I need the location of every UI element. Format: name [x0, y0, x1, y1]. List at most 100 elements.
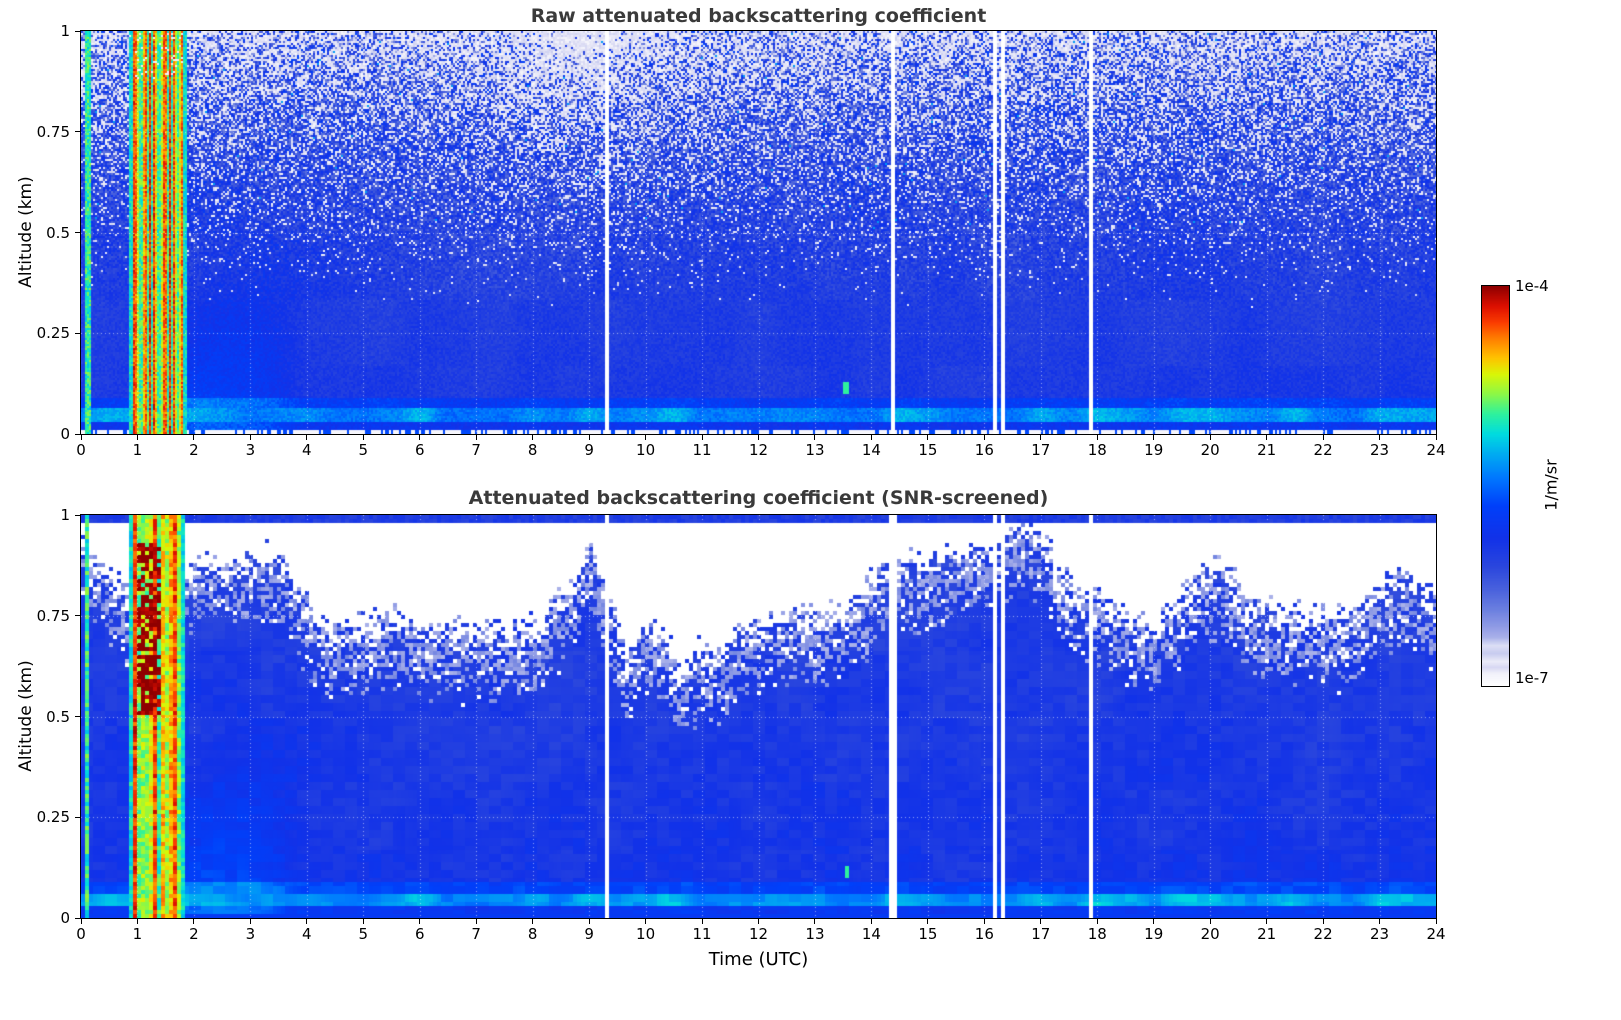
- x-tick-label: 21: [1257, 925, 1277, 943]
- x-tick-label: 13: [805, 441, 825, 459]
- x-tick-label: 10: [636, 925, 656, 943]
- x-tick-mark: [870, 435, 872, 440]
- colorbar-min-label: 1e-7: [1515, 669, 1549, 687]
- x-tick-mark: [758, 435, 759, 440]
- x-tick-mark: [136, 919, 138, 924]
- x-tick-label: 3: [245, 925, 256, 943]
- x-tick-mark: [1435, 435, 1437, 440]
- x-tick-mark: [1322, 919, 1324, 924]
- y-tick-label: 0.5: [46, 223, 70, 242]
- x-tick-mark: [532, 435, 534, 440]
- x-tick-label: 16: [974, 925, 994, 943]
- panel-1-y-tick-labels: 0 0.25 0.5 0.75 1: [28, 506, 70, 927]
- x-tick-mark: [701, 919, 703, 924]
- x-tick-mark: [588, 919, 590, 924]
- panel-0-heatmap-canvas: [81, 31, 1436, 434]
- y-tick-mark: [75, 816, 80, 818]
- x-tick-label: 22: [1313, 441, 1333, 459]
- x-tick-label: 23: [1369, 441, 1390, 459]
- x-tick-mark: [927, 435, 929, 440]
- colorbar-unit-label: 1/m/sr: [1541, 459, 1561, 511]
- x-tick-mark: [419, 435, 421, 440]
- x-tick-mark: [249, 435, 251, 440]
- colorbar-gradient: [1482, 286, 1509, 686]
- y-tick-label: 0.75: [36, 122, 70, 141]
- x-tick-label: 4: [302, 925, 312, 943]
- x-tick-label: 18: [1087, 925, 1107, 943]
- x-tick-label: 15: [918, 925, 938, 943]
- x-tick-label: 20: [1200, 925, 1220, 943]
- x-tick-mark: [645, 919, 647, 924]
- panel-0-x-tick-labels: 0 1 2 3 4 5 6 7 8 9 10 11 12 13 14 15 16 17 18 19 20 21 22 23 24: [76, 441, 1445, 459]
- x-tick-label: 6: [414, 925, 425, 943]
- x-tick-mark: [362, 435, 364, 440]
- x-tick-mark: [701, 435, 703, 440]
- x-tick-mark: [983, 919, 985, 924]
- x-tick-label: 7: [471, 441, 481, 459]
- x-tick-mark: [1209, 435, 1211, 440]
- x-tick-mark: [193, 435, 195, 440]
- x-tick-label: 10: [636, 441, 656, 459]
- x-tick-mark: [645, 435, 647, 440]
- panel-0-y-tick-labels: 0 0.25 0.5 0.75 1: [28, 22, 70, 443]
- x-tick-label: 13: [805, 925, 825, 943]
- x-tick-label: 3: [245, 441, 256, 459]
- x-tick-label: 22: [1313, 925, 1333, 943]
- x-tick-mark: [532, 919, 534, 924]
- x-tick-label: 15: [918, 441, 938, 459]
- panel-1-title: Attenuated backscattering coefficient (S…: [468, 487, 1049, 509]
- y-tick-mark: [75, 433, 80, 435]
- x-tick-mark: [983, 435, 985, 440]
- y-tick-mark: [75, 131, 80, 133]
- x-tick-label: 11: [692, 441, 712, 459]
- x-tick-mark: [1153, 919, 1155, 924]
- x-tick-label: 8: [527, 925, 538, 943]
- x-tick-label: 9: [584, 925, 594, 943]
- x-tick-label: 6: [414, 441, 425, 459]
- colorbar-max-label: 1e-4: [1515, 277, 1549, 295]
- x-axis-label: Time (UTC): [708, 949, 809, 970]
- x-tick-mark: [193, 919, 195, 924]
- x-tick-mark: [1096, 435, 1098, 440]
- x-tick-mark: [870, 919, 872, 924]
- x-tick-label: 4: [302, 441, 312, 459]
- x-tick-label: 2: [189, 925, 199, 943]
- x-tick-mark: [80, 435, 82, 440]
- x-tick-mark: [80, 919, 82, 924]
- x-tick-mark: [588, 435, 590, 440]
- x-tick-mark: [475, 919, 477, 924]
- x-tick-label: 16: [974, 441, 994, 459]
- x-tick-label: 7: [471, 925, 481, 943]
- x-tick-mark: [758, 919, 759, 924]
- x-tick-label: 5: [358, 925, 369, 943]
- x-tick-label: 2: [189, 441, 199, 459]
- x-tick-mark: [1096, 919, 1098, 924]
- y-tick-label: 0.5: [46, 707, 70, 726]
- x-tick-mark: [1379, 919, 1381, 924]
- x-tick-label: 0: [76, 441, 86, 459]
- x-tick-label: 24: [1426, 441, 1446, 459]
- y-tick-label: 0: [60, 909, 70, 927]
- y-tick-label: 0: [60, 425, 70, 443]
- x-tick-mark: [814, 435, 816, 440]
- x-tick-label: 19: [1144, 441, 1164, 459]
- y-tick-mark: [75, 332, 80, 334]
- x-tick-mark: [1153, 435, 1155, 440]
- colorbar: [1481, 285, 1510, 687]
- y-tick-mark: [75, 514, 80, 516]
- x-tick-mark: [249, 919, 251, 924]
- y-tick-mark: [75, 30, 80, 32]
- x-tick-label: 17: [1031, 925, 1051, 943]
- x-tick-label: 12: [748, 925, 769, 943]
- x-tick-label: 20: [1200, 441, 1220, 459]
- panel-0-plot-area: [80, 30, 1437, 435]
- x-tick-mark: [475, 435, 477, 440]
- panel-1-x-tick-labels: 0 1 2 3 4 5 6 7 8 9 10 11 12 13 14 15 16 17 18 19 20 21 22 23 24: [76, 925, 1445, 943]
- x-tick-mark: [1266, 919, 1268, 924]
- x-tick-label: 8: [527, 441, 538, 459]
- x-tick-mark: [927, 919, 929, 924]
- x-tick-mark: [1379, 435, 1381, 440]
- x-tick-label: 21: [1257, 441, 1277, 459]
- y-tick-mark: [75, 716, 80, 717]
